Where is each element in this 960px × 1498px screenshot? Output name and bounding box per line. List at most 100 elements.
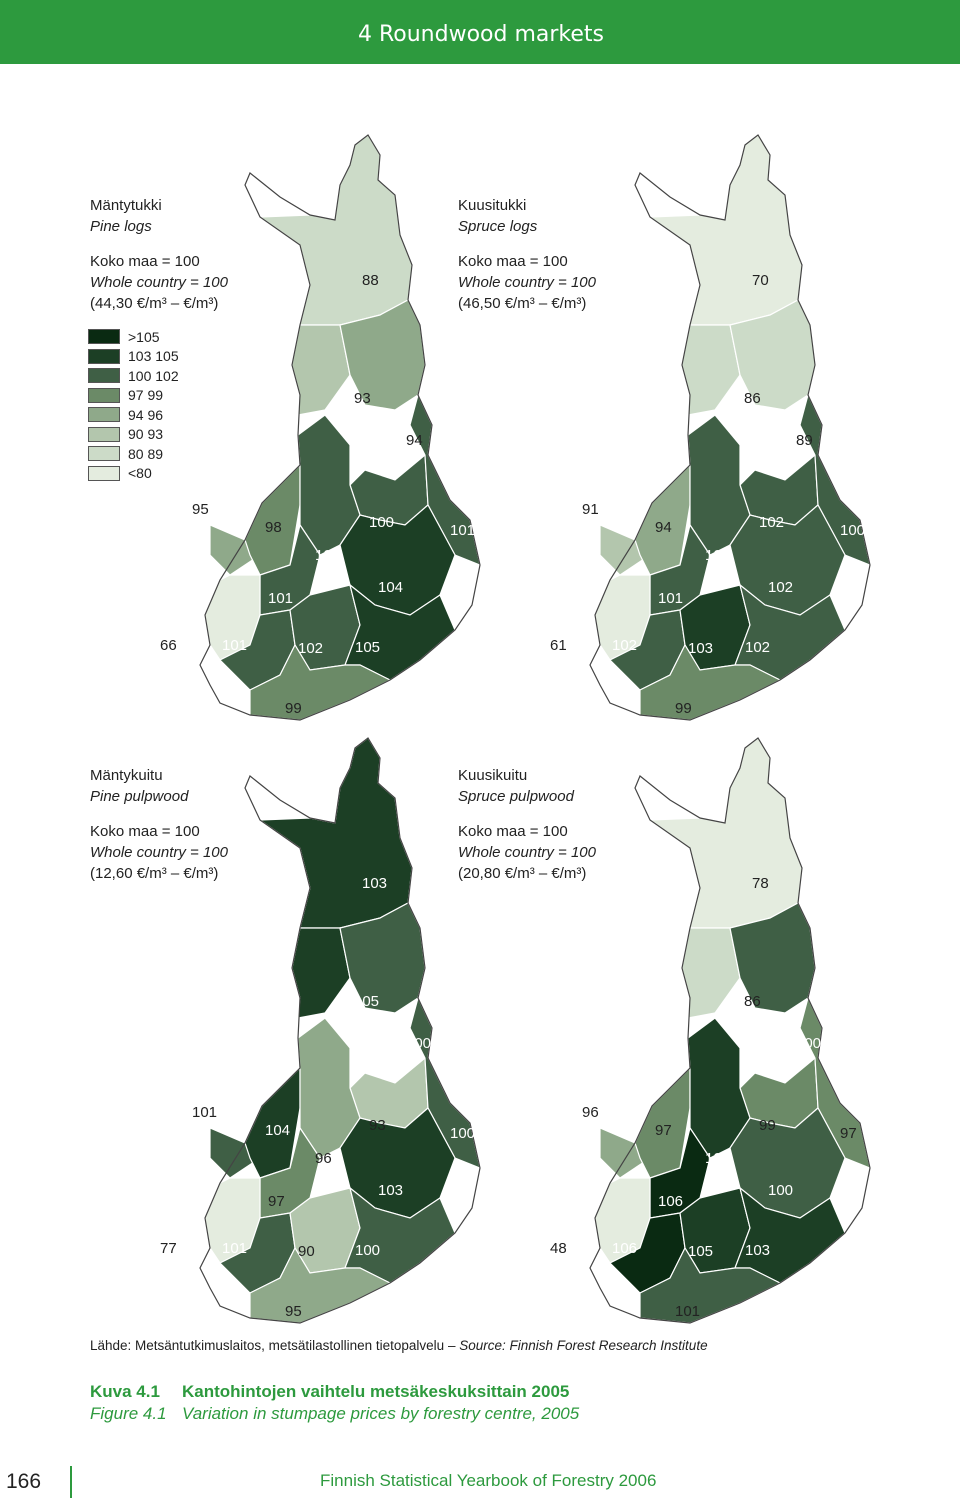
pine-pulp-info: Mäntykuitu Pine pulpwood Koko maa = 100 …	[90, 765, 228, 884]
pine-pulp-en: Pine pulpwood	[90, 788, 189, 805]
region-value-label: 104	[378, 579, 404, 596]
pine-logs-en: Pine logs	[90, 218, 152, 235]
region-value-label: 102	[759, 514, 785, 531]
map-svg	[199, 737, 481, 1324]
pine-logs-info: Mäntytukki Pine logs Koko maa = 100 Whol…	[90, 195, 228, 314]
map-pine-pulp: 103 105 100 101 104 93 100 96 97 103 77 101 90 100 95	[150, 728, 490, 1328]
forestry-centre-region	[291, 324, 351, 416]
legend: >105 103 105 100 102 97 99 94 96 90 93 80 89 <8…	[88, 327, 179, 483]
region-value-label: 103	[688, 640, 714, 657]
pine-logs-price: (44,30 €/m³ – €/m³)	[90, 295, 219, 312]
legend-item: 100 102	[88, 366, 179, 386]
forestry-centre-region	[648, 134, 803, 326]
spruce-logs-whole: Whole country = 100	[458, 274, 596, 291]
spruce-pulp-whole: Whole country = 100	[458, 844, 596, 861]
region-value-label: 91	[582, 501, 599, 518]
pine-logs-whole: Whole country = 100	[90, 274, 228, 291]
footer-title: Finnish Statistical Yearbook of Forestry…	[320, 1471, 657, 1490]
country-outline	[199, 737, 481, 1324]
region-value-label: 102	[298, 640, 324, 657]
region-value-label: 100	[450, 1125, 476, 1142]
caption-en: Figure 4.1 Variation in stumpage prices b…	[90, 1404, 579, 1424]
legend-swatch	[88, 465, 120, 481]
region-value-label: 101	[192, 1104, 218, 1121]
region-value-label: 102	[612, 637, 638, 654]
map-svg	[199, 134, 481, 721]
source-note: Lähde: Metsäntutkimuslaitos, metsätilast…	[90, 1338, 708, 1353]
legend-item: 80 89	[88, 444, 179, 464]
region-value-label: 101	[675, 1303, 701, 1320]
region-value-label: 102	[745, 639, 771, 656]
region-value-label: 100	[796, 1035, 822, 1052]
forestry-centre-region	[291, 927, 351, 1019]
region-value-label: 86	[744, 993, 761, 1010]
spruce-logs-en: Spruce logs	[458, 218, 538, 235]
legend-swatch	[88, 446, 120, 462]
spruce-logs-price: (46,50 €/m³ – €/m³)	[458, 295, 587, 312]
pine-pulp-fi: Mäntykuitu	[90, 767, 163, 784]
forestry-centre-region	[681, 927, 741, 1019]
legend-swatch	[88, 387, 120, 403]
region-value-label: 103	[705, 1150, 731, 1167]
legend-swatch	[88, 329, 120, 345]
region-value-label: 78	[752, 875, 769, 892]
region-value-label: 88	[362, 272, 379, 289]
legend-item: 103 105	[88, 347, 179, 367]
region-value-label: 93	[354, 390, 371, 407]
region-value-label: 86	[744, 390, 761, 407]
legend-label: <80	[128, 465, 152, 482]
region-value-label: 101	[268, 590, 294, 607]
legend-label: 100 102	[128, 367, 179, 384]
region-value-label: 97	[840, 1125, 857, 1142]
region-value-label: 94	[655, 519, 672, 536]
region-value-label: 61	[550, 637, 567, 654]
forestry-centre-region	[681, 324, 741, 416]
region-value-label: 100	[768, 1182, 794, 1199]
region-value-label: 97	[268, 1193, 285, 1210]
region-value-label: 102	[705, 547, 731, 564]
region-value-label: 99	[285, 700, 302, 717]
pine-pulp-koko: Koko maa = 100	[90, 823, 200, 840]
legend-item: 90 93	[88, 425, 179, 445]
country-outline	[199, 134, 481, 721]
region-value-label: 105	[355, 639, 381, 656]
spruce-pulp-en: Spruce pulpwood	[458, 788, 574, 805]
region-value-label: 101	[658, 590, 684, 607]
region-value-label: 103	[378, 1182, 404, 1199]
region-value-label: 95	[192, 501, 209, 518]
forestry-centre-region	[648, 737, 803, 929]
legend-label: 94 96	[128, 406, 164, 423]
legend-swatch	[88, 348, 120, 364]
region-value-label: 66	[160, 637, 177, 654]
pine-pulp-price: (12,60 €/m³ – €/m³)	[90, 865, 219, 882]
region-value-label: 101	[450, 522, 476, 539]
region-value-label: 101	[222, 1240, 248, 1257]
region-value-label: 96	[315, 1150, 332, 1167]
region-value-label: 97	[655, 1122, 672, 1139]
region-value-label: 100	[369, 514, 395, 531]
spruce-pulp-price: (20,80 €/m³ – €/m³)	[458, 865, 587, 882]
region-value-label: 103	[362, 875, 388, 892]
region-value-label: 100	[355, 1242, 381, 1259]
region-value-label: 104	[265, 1122, 291, 1139]
map-spruce-pulp: 78 86 100 96 97 99 97 103 106 100 48 106 105 103 101	[540, 728, 880, 1328]
spruce-logs-koko: Koko maa = 100	[458, 253, 568, 270]
spruce-pulp-koko: Koko maa = 100	[458, 823, 568, 840]
region-value-label: 99	[759, 1117, 776, 1134]
footer-divider	[70, 1466, 72, 1498]
chapter-header-bar: 4 Roundwood markets	[0, 0, 960, 64]
legend-label: >105	[128, 328, 160, 345]
region-value-label: 94	[406, 432, 423, 449]
region-value-label: 99	[675, 700, 692, 717]
legend-label: 103 105	[128, 348, 179, 365]
caption-en-number: Figure 4.1	[90, 1404, 167, 1423]
region-value-label: 96	[582, 1104, 599, 1121]
legend-swatch	[88, 407, 120, 423]
forestry-centre-region	[258, 134, 413, 326]
region-value-label: 77	[160, 1240, 177, 1257]
region-value-label: 102	[768, 579, 794, 596]
chapter-title: 4 Roundwood markets	[357, 22, 604, 47]
legend-swatch	[88, 368, 120, 384]
page-number: 166	[6, 1470, 42, 1493]
pine-logs-fi: Mäntytukki	[90, 197, 162, 214]
